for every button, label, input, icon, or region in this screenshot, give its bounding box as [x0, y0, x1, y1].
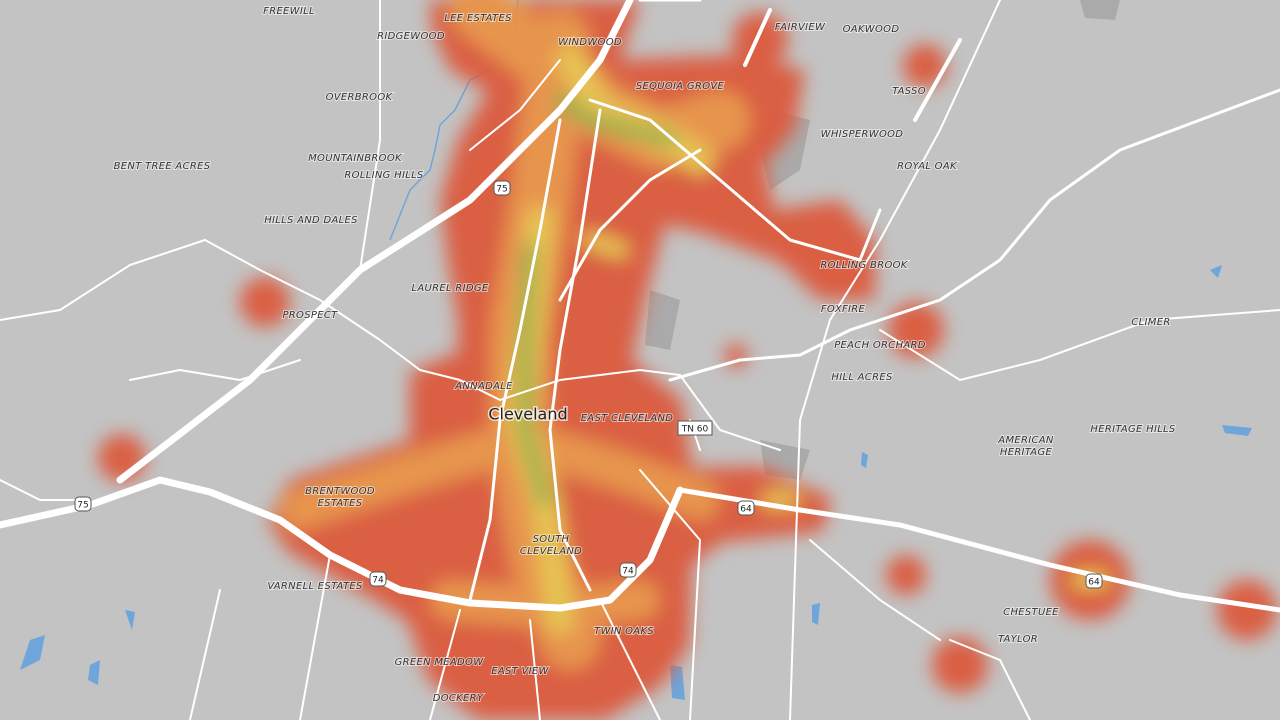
shield-background: [677, 420, 713, 436]
shield-label: TN 60: [681, 425, 709, 435]
place-label: HILLS AND DALES: [264, 215, 358, 226]
place-label: BENT TREE ACRES: [114, 161, 211, 172]
place-label: TWIN OAKS: [594, 626, 654, 637]
place-label: HILL ACRES: [831, 372, 893, 383]
place-label: BRENTWOOD: [305, 486, 375, 497]
shield-background: [737, 500, 755, 516]
place-label: TAYLOR: [998, 634, 1038, 645]
highway-shield: 75: [74, 496, 92, 512]
place-label: FOXFIRE: [821, 304, 866, 315]
shield-label: 64: [1088, 578, 1100, 588]
shield-label: 75: [496, 185, 507, 195]
place-label: WINDWOOD: [558, 37, 622, 48]
place-label: DOCKERY: [433, 693, 484, 704]
highway-shield: 74: [369, 571, 387, 587]
place-label: PROSPECT: [282, 310, 338, 321]
state-route-shield: TN 60: [677, 420, 713, 436]
shield-background: [74, 496, 92, 512]
place-label: AMERICAN: [997, 435, 1054, 446]
place-label: WHISPERWOOD: [821, 129, 904, 140]
place-label: ROLLING BROOK: [820, 260, 908, 271]
place-label: RIDGEWOOD: [377, 31, 445, 42]
highway-shield: 74: [619, 562, 637, 578]
place-label: HERITAGE: [1000, 447, 1053, 458]
place-label: PEACH ORCHARD: [834, 340, 926, 351]
place-label: OAKWOOD: [843, 24, 900, 35]
place-label: ROLLING HILLS: [344, 170, 424, 181]
place-label: CLEVELAND: [520, 546, 582, 557]
place-label: OVERBROOK: [326, 92, 394, 103]
place-label: CHESTUEE: [1003, 607, 1059, 618]
place-label: SOUTH: [533, 534, 570, 545]
place-label: FAIRVIEW: [775, 22, 826, 33]
place-label: FREEWILL: [263, 6, 315, 17]
place-label: ESTATES: [318, 498, 363, 509]
place-label: LAUREL RIDGE: [411, 283, 488, 294]
shield-label: 74: [372, 576, 384, 586]
shield-background: [369, 571, 387, 587]
place-label: EAST VIEW: [491, 666, 549, 677]
place-label: TASSO: [892, 86, 926, 97]
place-label: GREEN MEADOW: [395, 657, 485, 668]
place-label: HERITAGE HILLS: [1090, 424, 1176, 435]
highway-shield: 64: [737, 500, 755, 516]
labels: FREEWILL LEE ESTATES RIDGEWOOD WINDWOOD FAIR…: [74, 5, 1177, 705]
shield-background: [1085, 573, 1103, 589]
shield-background: [493, 180, 511, 196]
highway-shield: 64: [1085, 573, 1103, 589]
place-label: MOUNTAINBROOK: [308, 153, 403, 164]
city-label: Cleveland: [488, 405, 567, 424]
highway-shield: 75: [493, 180, 511, 196]
shield-label: 75: [77, 501, 88, 511]
place-label: ANNADALE: [454, 381, 513, 392]
place-label: CLIMER: [1131, 317, 1170, 328]
shield-label: 74: [622, 567, 634, 577]
place-label: VARNELL ESTATES: [267, 581, 363, 592]
place-label: ROYAL OAK: [897, 161, 958, 172]
place-label: EAST CLEVELAND: [581, 413, 674, 424]
place-label: SEQUOIA GROVE: [636, 81, 725, 92]
shield-label: 64: [740, 505, 752, 515]
shield-background: [619, 562, 637, 578]
place-label: LEE ESTATES: [444, 13, 512, 24]
